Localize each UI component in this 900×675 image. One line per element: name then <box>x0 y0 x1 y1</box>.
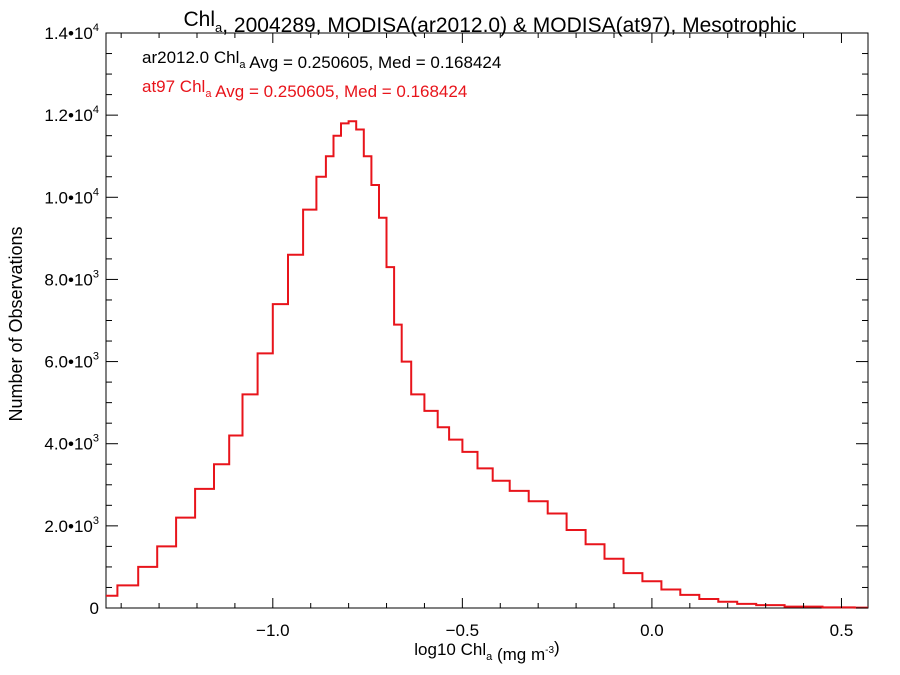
series-line-0 <box>106 120 868 609</box>
y-axis-label: Number of Observations <box>6 226 26 421</box>
y-tick-label-4: 8.0•103 <box>44 268 99 289</box>
x-tick-label-1: −0.5 <box>446 621 480 640</box>
y-axis-ticks: 0 2.0•103 4.0•103 6.0•103 8.0•103 1.0•104 1.2•… <box>44 22 868 618</box>
annotation-0: ar2012.0 Chla Avg = 0.250605, Med = 0.16… <box>142 48 501 72</box>
x-tick-label-0: −1.0 <box>256 621 290 640</box>
x-axis-label: log10 Chla (mg m-3) <box>414 638 559 664</box>
y-tick-label-6: 1.2•104 <box>44 104 99 125</box>
y-tick-label-5: 1.0•104 <box>44 186 99 207</box>
y-tick-label-7: 1.4•104 <box>44 22 99 43</box>
plot-area <box>105 32 869 609</box>
x-tick-label-2: 0.0 <box>640 621 664 640</box>
annotations: ar2012.0 Chla Avg = 0.250605, Med = 0.16… <box>142 48 501 101</box>
chart-title: Chla, 2004289, MODISA(ar2012.0) & MODISA… <box>184 8 797 37</box>
x-axis-ticks: −1.0 −0.5 0.0 0.5 <box>120 33 854 640</box>
annotation-1: at97 Chla Avg = 0.250605, Med = 0.168424 <box>142 77 467 101</box>
y-tick-label-0: 0 <box>90 599 99 618</box>
y-tick-label-1: 2.0•103 <box>44 515 99 536</box>
x-tick-label-3: 0.5 <box>830 621 854 640</box>
y-tick-label-2: 4.0•103 <box>44 433 99 454</box>
y-tick-label-3: 6.0•103 <box>44 351 99 372</box>
plot-frame <box>105 32 869 609</box>
